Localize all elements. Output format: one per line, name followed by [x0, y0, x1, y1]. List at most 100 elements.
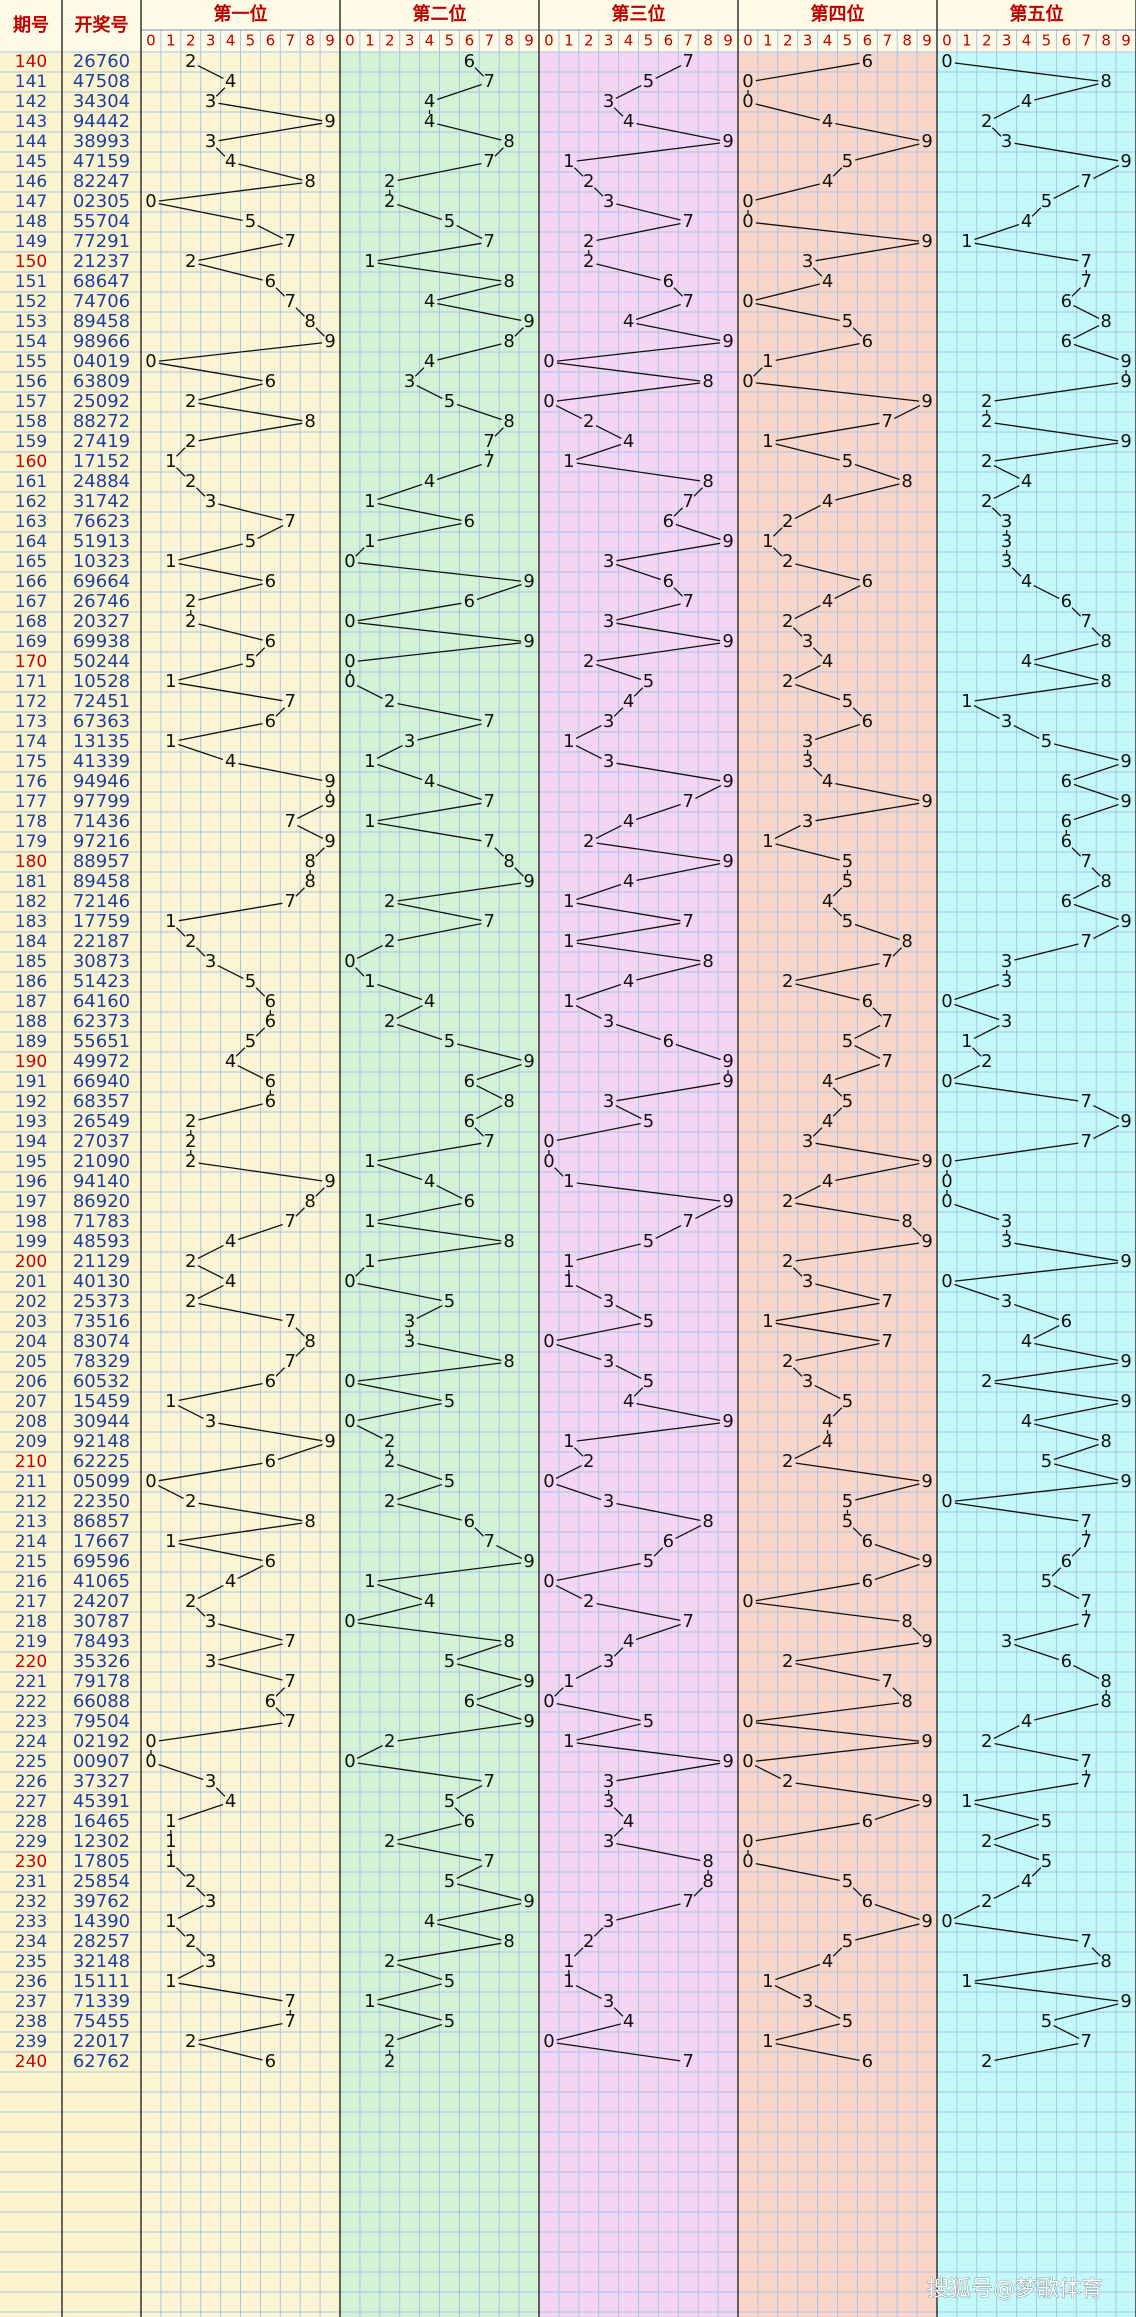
- digit: 6: [265, 271, 276, 292]
- trend-line: [357, 622, 522, 642]
- digit-header: 0: [942, 32, 952, 50]
- trend-line: [1073, 783, 1119, 801]
- digit: 7: [1081, 1771, 1092, 1792]
- trend-line: [991, 507, 1002, 517]
- digit: 4: [822, 271, 833, 292]
- digit: 3: [1001, 1211, 1012, 1232]
- digit: 7: [285, 231, 296, 252]
- period: 154: [15, 332, 47, 352]
- draw-number: 41065: [73, 1571, 130, 1592]
- trend-line: [773, 547, 783, 557]
- draw-number: 17805: [73, 1851, 130, 1872]
- trend-line: [615, 1365, 642, 1379]
- draw-number: 05099: [73, 1471, 130, 1492]
- trend-line: [576, 462, 701, 482]
- digit: 5: [643, 1371, 654, 1392]
- digit: 3: [603, 1491, 614, 1512]
- digit: 3: [603, 1771, 614, 1792]
- period: 171: [15, 672, 47, 692]
- digit: 1: [762, 2031, 773, 2052]
- period: 174: [15, 732, 47, 752]
- period: 232: [15, 1892, 47, 1912]
- digit: 2: [981, 1051, 992, 1072]
- digit: 2: [384, 891, 395, 912]
- digit: 8: [702, 371, 713, 392]
- trend-line: [217, 965, 244, 979]
- position-header: 第三位: [612, 3, 666, 25]
- trend-line: [852, 707, 863, 717]
- digit: 2: [384, 191, 395, 212]
- digit: 6: [862, 991, 873, 1012]
- digit-header: 3: [405, 32, 415, 50]
- digit: 2: [185, 1491, 196, 1512]
- digit: 3: [802, 731, 813, 752]
- period: 227: [15, 1792, 47, 1812]
- trend-line: [1071, 287, 1082, 297]
- trend-line: [832, 167, 843, 177]
- period: 151: [15, 272, 47, 292]
- trend-line: [1053, 1443, 1099, 1461]
- trend-line: [832, 1947, 843, 1957]
- period: 184: [15, 932, 47, 952]
- digit: 7: [683, 591, 694, 612]
- draw-number: 35326: [73, 1651, 130, 1672]
- digit: 6: [862, 331, 873, 352]
- trend-line: [158, 1462, 263, 1482]
- trend-line: [556, 1122, 641, 1142]
- trend-line: [616, 622, 721, 642]
- trend-line: [417, 1342, 502, 1362]
- draw-number: 12302: [73, 1831, 130, 1852]
- digit: 6: [663, 571, 674, 592]
- period: 201: [15, 1272, 47, 1292]
- period: 190: [15, 1052, 47, 1072]
- digit: 1: [563, 731, 574, 752]
- trend-line: [377, 1163, 423, 1181]
- trend-line: [755, 62, 860, 82]
- digit: 3: [1001, 1011, 1012, 1032]
- draw-number: 77291: [73, 231, 130, 252]
- trend-line: [1073, 803, 1119, 821]
- position-header: 第二位: [413, 3, 467, 25]
- trend-line: [514, 327, 524, 337]
- digit-header: 7: [484, 32, 494, 50]
- trend-line: [794, 505, 821, 519]
- trend-line: [974, 223, 1020, 241]
- trend-line: [397, 702, 482, 722]
- draw-number: 22017: [73, 2031, 130, 2052]
- period: 178: [15, 812, 47, 832]
- position-header: 第五位: [1010, 3, 1064, 25]
- digit-header: 3: [1002, 32, 1012, 50]
- digit: 0: [941, 1911, 952, 1932]
- digit-header: 2: [385, 32, 395, 50]
- digit: 4: [1021, 91, 1032, 112]
- digit: 3: [603, 191, 614, 212]
- trend-line: [377, 822, 482, 842]
- period: 236: [15, 1972, 47, 1992]
- trend-line: [555, 405, 582, 419]
- trend-line: [832, 1087, 843, 1097]
- trend-line: [356, 1425, 383, 1439]
- digit: 2: [782, 1651, 793, 1672]
- digit: 3: [1001, 511, 1012, 532]
- digit: 3: [1001, 1291, 1012, 1312]
- digit: 1: [165, 911, 176, 932]
- draw-number: 17759: [73, 911, 130, 932]
- digit: 8: [503, 331, 514, 352]
- trend-line: [178, 902, 283, 922]
- period: 191: [15, 1072, 47, 1092]
- digit: 5: [444, 1791, 455, 1812]
- digit: 7: [484, 911, 495, 932]
- trend-line: [832, 907, 843, 917]
- digit: 6: [862, 1531, 873, 1552]
- trend-line: [576, 983, 622, 1001]
- trend-line: [794, 605, 821, 619]
- trend-line: [494, 427, 504, 437]
- digit: 3: [404, 371, 415, 392]
- digit: 2: [782, 1451, 793, 1472]
- digit: 0: [742, 1851, 753, 1872]
- trend-line: [775, 1963, 821, 1981]
- digit: 4: [424, 1171, 435, 1192]
- draw-number: 71436: [73, 811, 130, 832]
- trend-line: [636, 322, 721, 342]
- period: 212: [15, 1492, 47, 1512]
